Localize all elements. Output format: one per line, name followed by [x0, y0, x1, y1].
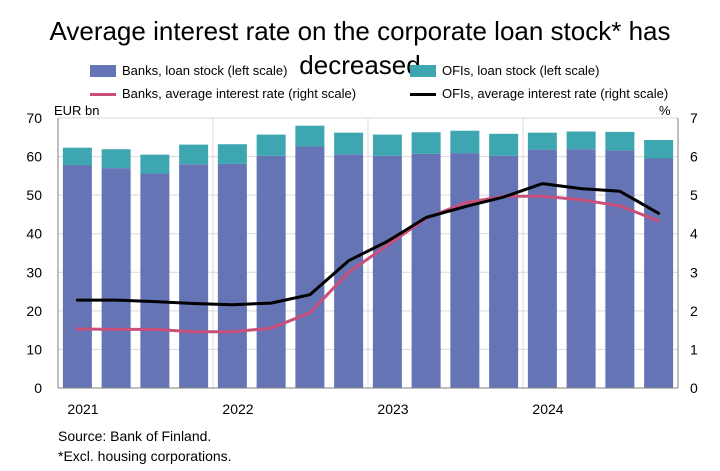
bar-ofis-stock: [140, 154, 170, 174]
right-tick-label: 5: [690, 187, 698, 203]
left-tick-label: 30: [26, 264, 42, 280]
right-tick-label: 4: [690, 226, 698, 242]
left-tick-label: 10: [26, 341, 42, 357]
left-tick-label: 60: [26, 149, 42, 165]
bar-banks-stock: [140, 173, 170, 388]
bar-ofis-stock: [605, 131, 635, 151]
legend-swatch-ofis-stock: [410, 65, 436, 77]
x-tick-label: 2021: [67, 401, 98, 417]
bar-ofis-stock: [217, 144, 247, 164]
right-tick-label: 1: [690, 341, 698, 357]
bar-banks-stock: [372, 155, 402, 388]
bar-banks-stock: [527, 149, 557, 388]
left-tick-label: 70: [26, 110, 42, 126]
bar-ofis-stock: [644, 139, 674, 159]
x-tick-label: 2024: [532, 401, 563, 417]
legend-label-banks-rate: Banks, average interest rate (right scal…: [122, 86, 357, 101]
source-note: Source: Bank of Finland.: [58, 428, 212, 444]
right-tick-label: 6: [690, 149, 698, 165]
right-tick-label: 2: [690, 303, 698, 319]
bars: [62, 125, 674, 388]
right-tick-label: 3: [690, 264, 698, 280]
x-tick-label: 2022: [222, 401, 253, 417]
bar-ofis-stock: [256, 134, 286, 156]
bar-banks-stock: [62, 165, 92, 388]
legend-item-ofis-stock: OFIs, loan stock (left scale): [410, 62, 600, 80]
bar-ofis-stock: [566, 131, 596, 150]
bar-banks-stock: [411, 153, 441, 388]
right-axis-unit: %: [659, 103, 671, 118]
left-tick-label: 40: [26, 226, 42, 242]
legend: Banks, loan stock (left scale) OFIs, loa…: [0, 62, 720, 106]
bar-ofis-stock: [295, 125, 325, 147]
bar-banks-stock: [179, 164, 209, 388]
legend-item-ofis-rate: OFIs, average interest rate (right scale…: [410, 85, 668, 103]
left-tick-label: 50: [26, 187, 42, 203]
axes: 0 10 20 30 40 50 60 70 0 1 2 3 4 5 6 7 2021 2022 2023 2024: [26, 110, 698, 417]
bar-banks-stock: [566, 149, 596, 388]
bar-banks-stock: [450, 153, 480, 388]
bar-banks-stock: [644, 158, 674, 388]
chart-title: Average interest rate on the corporate l…: [49, 16, 671, 80]
legend-item-banks-stock: Banks, loan stock (left scale): [90, 62, 287, 80]
bar-banks-stock: [489, 155, 519, 388]
x-tick-label: 2023: [377, 401, 408, 417]
bar-banks-stock: [295, 146, 325, 388]
left-tick-label: 0: [34, 380, 42, 396]
legend-label-banks-stock: Banks, loan stock (left scale): [122, 63, 288, 78]
bar-ofis-stock: [62, 147, 92, 166]
bar-banks-stock: [605, 150, 635, 388]
bar-banks-stock: [217, 163, 247, 388]
right-tick-label: 7: [690, 110, 698, 126]
legend-swatch-ofis-rate: [410, 92, 436, 96]
bar-ofis-stock: [489, 133, 519, 156]
legend-swatch-banks-stock: [90, 65, 116, 77]
bar-banks-stock: [101, 168, 131, 388]
right-tick-label: 0: [690, 380, 698, 396]
legend-item-banks-rate: Banks, average interest rate (right scal…: [90, 85, 356, 103]
footnote: *Excl. housing corporations.: [58, 448, 232, 464]
bar-ofis-stock: [334, 132, 364, 155]
line-ofis-rate: [75, 182, 661, 307]
left-tick-label: 20: [26, 303, 42, 319]
legend-label-ofis-stock: OFIs, loan stock (left scale): [442, 63, 600, 78]
left-axis-unit: EUR bn: [54, 103, 100, 118]
bar-ofis-stock: [450, 130, 480, 154]
bar-ofis-stock: [527, 132, 557, 150]
bar-ofis-stock: [101, 149, 131, 169]
bar-ofis-stock: [372, 134, 402, 156]
legend-label-ofis-rate: OFIs, average interest rate (right scale…: [442, 86, 669, 101]
bar-ofis-stock: [179, 144, 209, 165]
legend-swatch-banks-rate: [90, 92, 116, 96]
rate-lines: [75, 182, 661, 334]
bar-ofis-stock: [411, 132, 441, 154]
line-banks-rate: [75, 194, 661, 334]
bar-banks-stock: [256, 155, 286, 388]
